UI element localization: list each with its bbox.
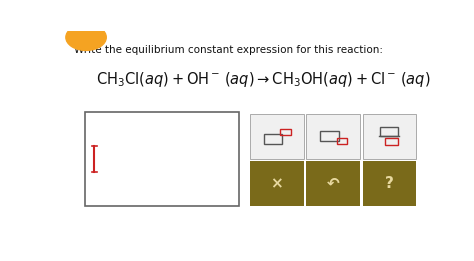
Bar [280, 129, 291, 135]
Bar [380, 127, 399, 136]
Bar [363, 114, 416, 159]
Bar [85, 112, 239, 206]
Text: ↶: ↶ [327, 176, 339, 191]
Text: $\rm CH_3Cl(\mathit{aq})+OH^-\,(\mathit{aq})\rightarrow CH_3OH(\mathit{aq})+Cl^-: $\rm CH_3Cl(\mathit{aq})+OH^-\,(\mathit{… [96, 70, 430, 89]
Bar [363, 161, 416, 206]
Bar [337, 139, 347, 144]
Bar [250, 161, 303, 206]
Text: ?: ? [385, 176, 394, 191]
Bar [307, 161, 360, 206]
Bar [264, 134, 283, 144]
Bar [307, 114, 360, 159]
Bar [250, 114, 303, 159]
Text: Write the equilibrium constant expression for this reaction:: Write the equilibrium constant expressio… [74, 45, 383, 55]
Bar [320, 131, 338, 141]
Text: ×: × [271, 176, 283, 191]
Bar [384, 138, 398, 145]
Ellipse shape [66, 24, 106, 50]
